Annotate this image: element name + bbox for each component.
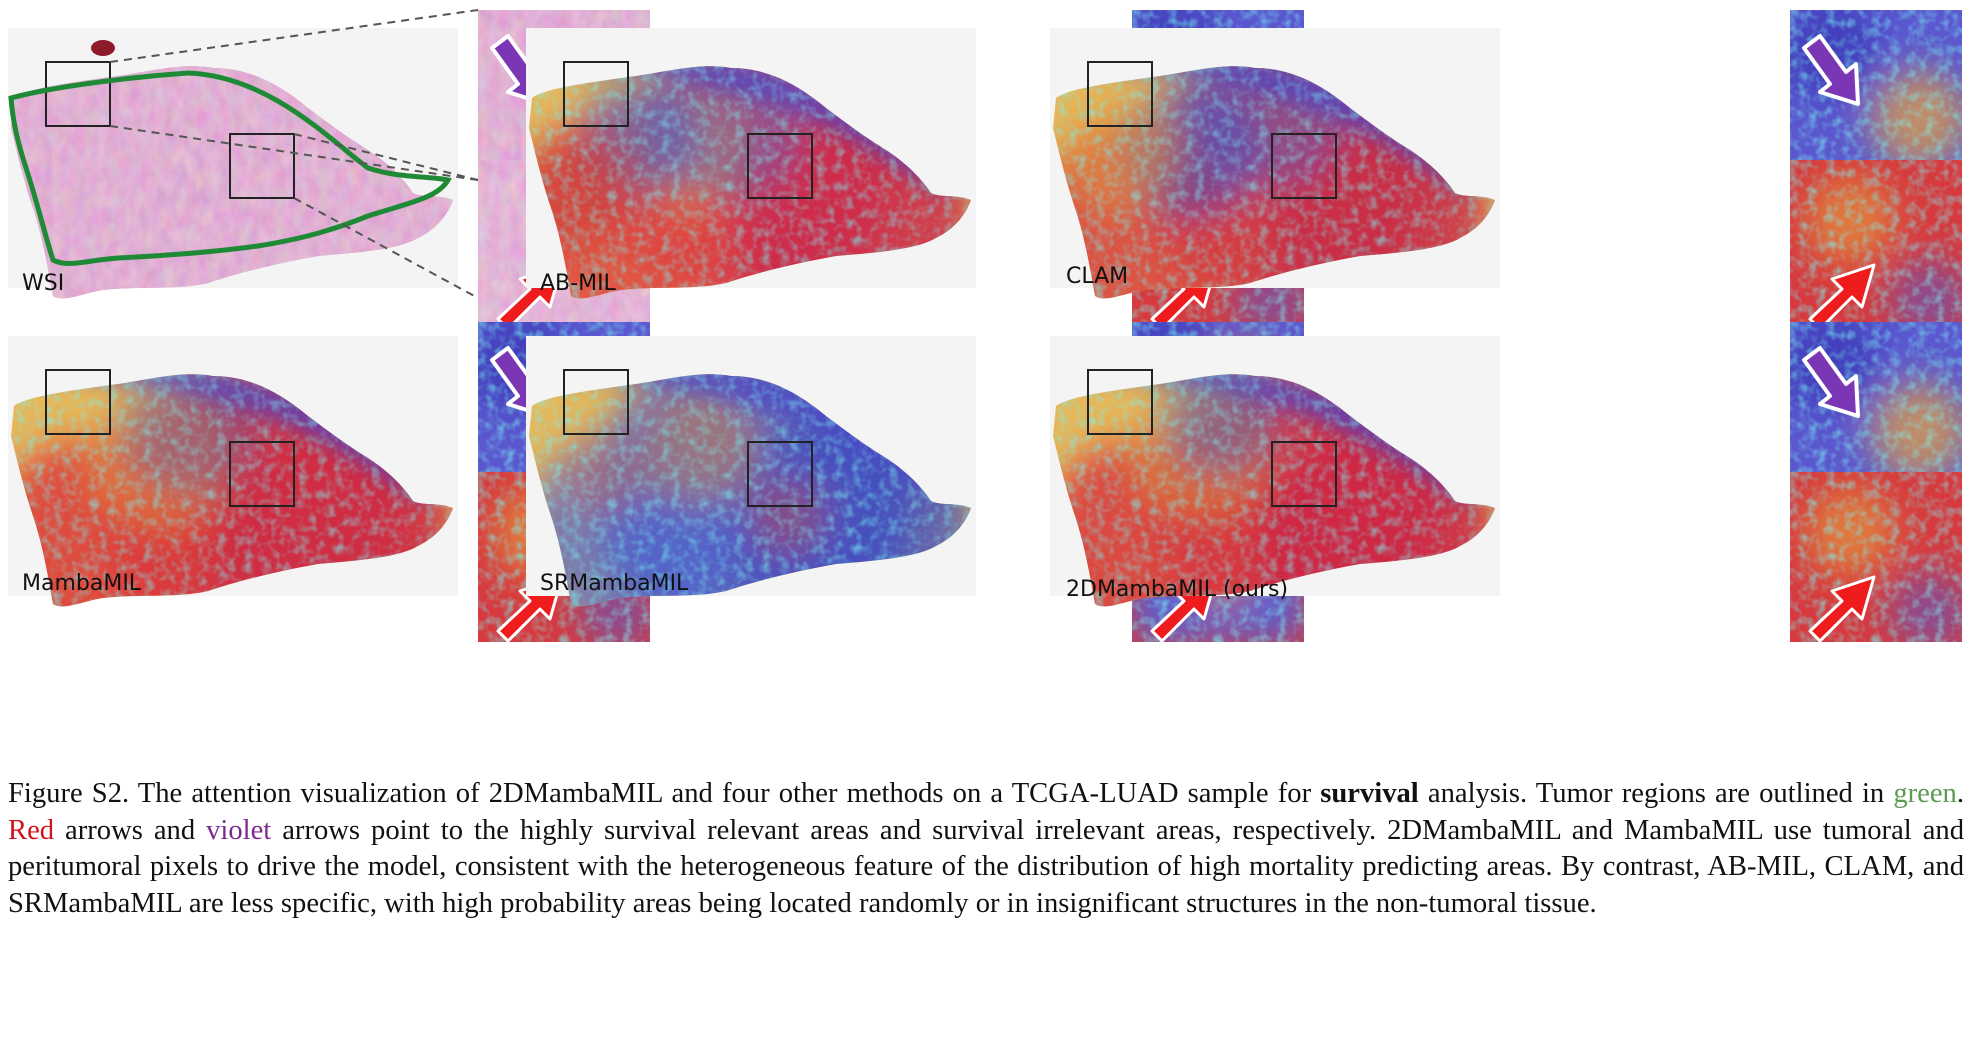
panel-abmil	[526, 28, 976, 299]
panel-srmambamil	[526, 336, 976, 607]
caption-text-2: analysis. Tumor regions are outlined in	[1418, 778, 1894, 809]
caption-text-5: arrows point to the highly survival rele…	[8, 814, 1964, 919]
panel-label-mambamil: MambaMIL	[22, 571, 142, 596]
panel-clam	[1050, 28, 1500, 299]
caption-text-1: Figure S2. The attention visualization o…	[8, 778, 1321, 809]
zoom-lines	[109, 9, 479, 299]
panel-2dmamba	[1050, 336, 1500, 607]
caption-violet-word: violet	[206, 814, 272, 846]
caption-green-word: green	[1893, 778, 1957, 809]
caption-bold-survival: survival	[1320, 778, 1419, 809]
crop-bottom-clam	[1790, 160, 1962, 331]
panel-label-wsi: WSI	[22, 271, 64, 296]
figure-s2-panels: WSI AB-MIL CLAM MambaMIL SRMambaMIL 2DMambaMI…	[8, 9, 1962, 643]
panel-label-srmambamil: SRMambaMIL	[540, 571, 689, 596]
crop-bottom-2dmamba	[1790, 472, 1962, 643]
caption-red-word: Red	[8, 814, 55, 846]
panel-mambamil	[8, 336, 458, 607]
panel-wsi	[8, 28, 458, 363]
caption-text-4: arrows and	[54, 814, 207, 846]
panel-label-clam: CLAM	[1066, 264, 1128, 289]
panel-label-abmil: AB-MIL	[540, 271, 617, 296]
panel-label-2dmamba: 2DMambaMIL (ours)	[1066, 577, 1288, 602]
crop-top-clam	[1790, 10, 1962, 180]
figure-caption: Figure S2. The attention visualization o…	[8, 776, 1964, 922]
caption-text-3: .	[1956, 778, 1964, 809]
crop-top-2dmamba	[1790, 322, 1962, 492]
